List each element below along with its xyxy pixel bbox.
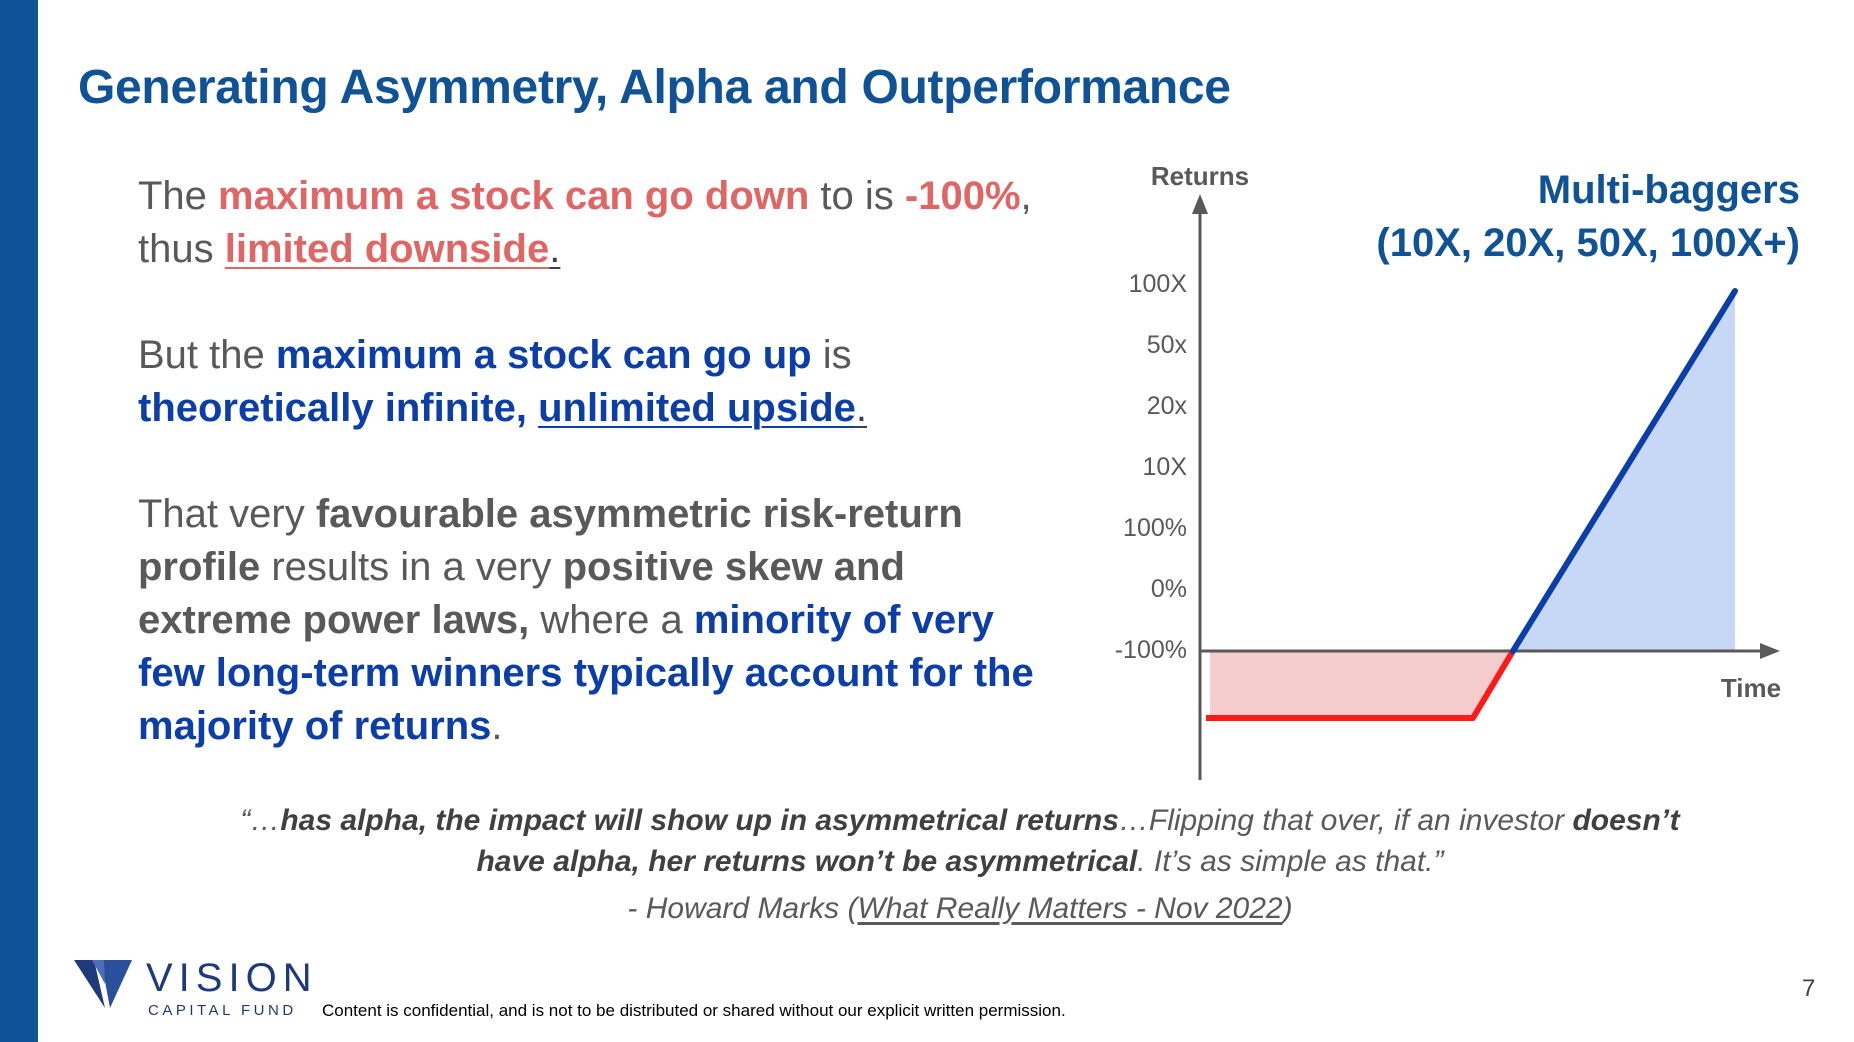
y-tick-label: 20x xyxy=(1147,392,1188,420)
quote-part-1: “… xyxy=(240,804,281,837)
p1-highlight-max-down: maximum a stock can go down xyxy=(218,174,810,218)
p1-highlight-limited-downside: limited downside xyxy=(224,227,550,271)
quote-part-5: . It’s as simple as that.” xyxy=(1137,845,1444,878)
p2-text-3: is xyxy=(811,333,852,377)
quote-source-suffix: ) xyxy=(1282,892,1293,925)
p2-highlight-infinite: theoretically infinite, xyxy=(138,386,539,430)
body-text: The maximum a stock can go down to is -1… xyxy=(138,170,1068,806)
p1-period: . xyxy=(549,227,561,271)
p1-text-1: The xyxy=(138,174,219,218)
confidentiality-disclaimer: Content is confidential, and is not to b… xyxy=(322,1001,1066,1020)
quote-source-link[interactable]: What Really Matters - Nov 2022 xyxy=(857,892,1283,925)
howard-marks-quote: “…has alpha, the impact will show up in … xyxy=(240,800,1680,929)
p2-highlight-unlimited-upside: unlimited upside xyxy=(538,386,856,430)
y-tick-label: 100X xyxy=(1129,270,1188,298)
y-tick-labels: 100X 50x 20x 10X 100% 0% -100% xyxy=(1115,270,1188,664)
downside-area xyxy=(1210,651,1513,718)
upside-line xyxy=(1510,288,1738,654)
slide-title: Generating Asymmetry, Alpha and Outperfo… xyxy=(78,61,1231,114)
logo-wordmark: VISION xyxy=(146,956,318,1000)
y-axis-label: Returns xyxy=(1151,161,1249,191)
p3-period: . xyxy=(491,704,503,748)
quote-source-prefix: - Howard Marks ( xyxy=(627,892,858,925)
vision-logo-icon xyxy=(74,960,132,1008)
p2-period: . xyxy=(855,386,867,430)
annotation-multiples: (10X, 20X, 50X, 100X+) xyxy=(1376,221,1800,265)
p3-highlight-minority: minority of very few long-term winners t… xyxy=(138,598,1034,748)
y-tick-label: -100% xyxy=(1115,636,1187,664)
p3-text-5: where a xyxy=(529,598,694,642)
downside-line xyxy=(1206,649,1516,721)
annotation-multi-baggers: Multi-baggers xyxy=(1538,168,1800,212)
brand-side-bar xyxy=(0,0,38,1042)
p1-highlight-minus-100: -100% xyxy=(904,174,1021,218)
y-tick-label: 10X xyxy=(1143,453,1188,481)
p3-text-1: That very xyxy=(138,492,316,536)
p3-highlight-risk-return: favourable asymmetric risk-return profil… xyxy=(138,492,963,589)
x-axis-label: Time xyxy=(1721,673,1781,703)
y-tick-label: 50x xyxy=(1147,331,1188,359)
y-axis-arrow xyxy=(1192,194,1208,214)
x-axis-arrow xyxy=(1760,643,1780,659)
p1-text-3: to is xyxy=(809,174,905,218)
y-tick-label: 100% xyxy=(1123,514,1187,542)
quote-part-4: doesn’t have alpha, her returns won’t be… xyxy=(476,804,1680,878)
quote-part-2: has alpha, the impact will show up in as… xyxy=(280,804,1119,837)
page-number: 7 xyxy=(1802,975,1816,1002)
p3-highlight-skew: positive skew and extreme power laws, xyxy=(138,545,905,642)
paragraph-limited-downside: The maximum a stock can go down to is -1… xyxy=(138,170,1068,276)
p3-text-3: results in a very xyxy=(260,545,563,589)
p2-text-1: But the xyxy=(138,333,276,377)
quote-body: “…has alpha, the impact will show up in … xyxy=(240,800,1680,882)
paragraph-asymmetric-profile: That very favourable asymmetric risk-ret… xyxy=(138,488,1068,753)
y-tick-label: 0% xyxy=(1151,575,1187,603)
p1-text-5: , thus xyxy=(138,174,1032,271)
quote-part-3: …Flipping that over, if an investor xyxy=(1118,804,1573,837)
quote-source: - Howard Marks (What Really Matters - No… xyxy=(240,888,1680,929)
logo-subtitle: CAPITAL FUND xyxy=(148,1002,297,1019)
p2-highlight-max-up: maximum a stock can go up xyxy=(275,333,812,377)
asymmetry-chart: Returns Time Multi-baggers (10X, 20X, 50… xyxy=(1115,161,1800,780)
paragraph-unlimited-upside: But the maximum a stock can go up is the… xyxy=(138,329,1068,435)
